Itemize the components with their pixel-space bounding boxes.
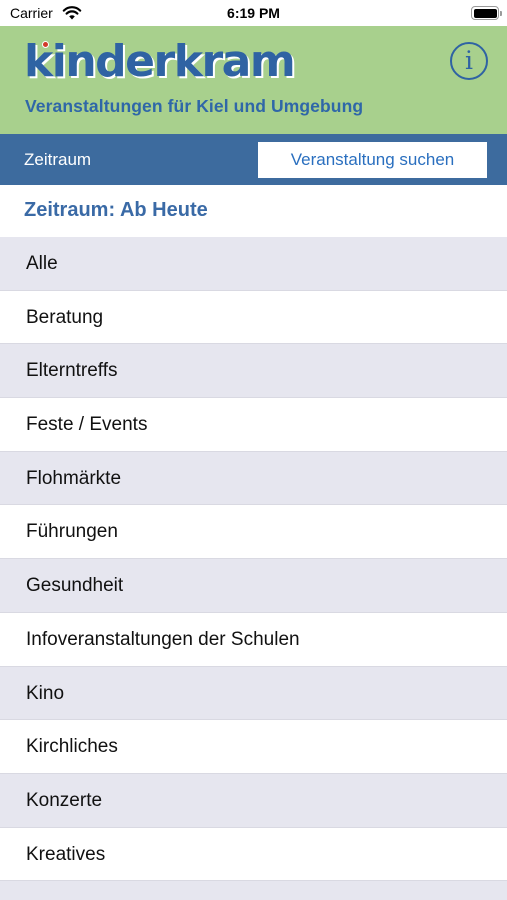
app-logo: kinderkram [24,36,296,87]
category-row[interactable] [0,881,507,900]
category-label: Führungen [26,521,118,543]
category-row[interactable]: Elterntreffs [0,344,507,399]
info-button[interactable]: i [450,42,488,80]
category-row[interactable]: Gesundheit [0,559,507,613]
logo-dot [42,41,49,48]
category-label: Konzerte [26,789,103,811]
zeitraum-button[interactable]: Zeitraum [24,150,92,169]
category-row[interactable]: Kreatives [0,827,507,882]
category-label: Flohmärkte [26,467,122,489]
category-label: Alle [26,253,58,274]
category-row[interactable]: Flohmärkte [0,451,507,506]
category-label: Beratung [26,306,104,328]
category-list[interactable]: Alle Beratung Elterntreffs Feste / Events Fl… [0,237,507,900]
category-row[interactable]: Infoveranstaltungen der Schulen [0,612,507,667]
category-label: Elterntreffs [26,360,118,382]
section-header: Zeitraum: Ab Heute [0,185,507,237]
category-label: Feste / Events [26,414,148,436]
category-row[interactable]: Alle [0,237,507,291]
section-title: Zeitraum: Ab Heute [24,199,208,221]
wifi-icon [62,6,82,20]
status-bar: Carrier 6:19 PM [0,0,507,26]
category-label: Kreatives [26,843,106,865]
category-label: Infoveranstaltungen der Schulen [26,628,300,650]
toolbar: Zeitraum Veranstaltung suchen [0,134,507,185]
search-event-button[interactable]: Veranstaltung suchen [258,142,487,178]
category-row[interactable]: Konzerte [0,773,507,828]
category-label: Kirchliches [26,736,118,758]
category-row[interactable]: Beratung [0,290,507,345]
clock: 6:19 PM [227,5,280,21]
info-icon: i [465,46,473,75]
category-row[interactable]: Kino [0,666,507,721]
app-header: kinderkram Veranstaltungen für Kiel und … [0,26,507,134]
category-label: Kino [26,682,65,704]
category-row[interactable]: Feste / Events [0,398,507,452]
category-row[interactable]: Führungen [0,505,507,560]
category-label: Gesundheit [26,575,124,597]
battery-icon [471,6,502,20]
category-row[interactable]: Kirchliches [0,720,507,774]
app-subtitle: Veranstaltungen für Kiel und Umgebung [25,96,364,116]
carrier-label: Carrier [10,5,53,21]
